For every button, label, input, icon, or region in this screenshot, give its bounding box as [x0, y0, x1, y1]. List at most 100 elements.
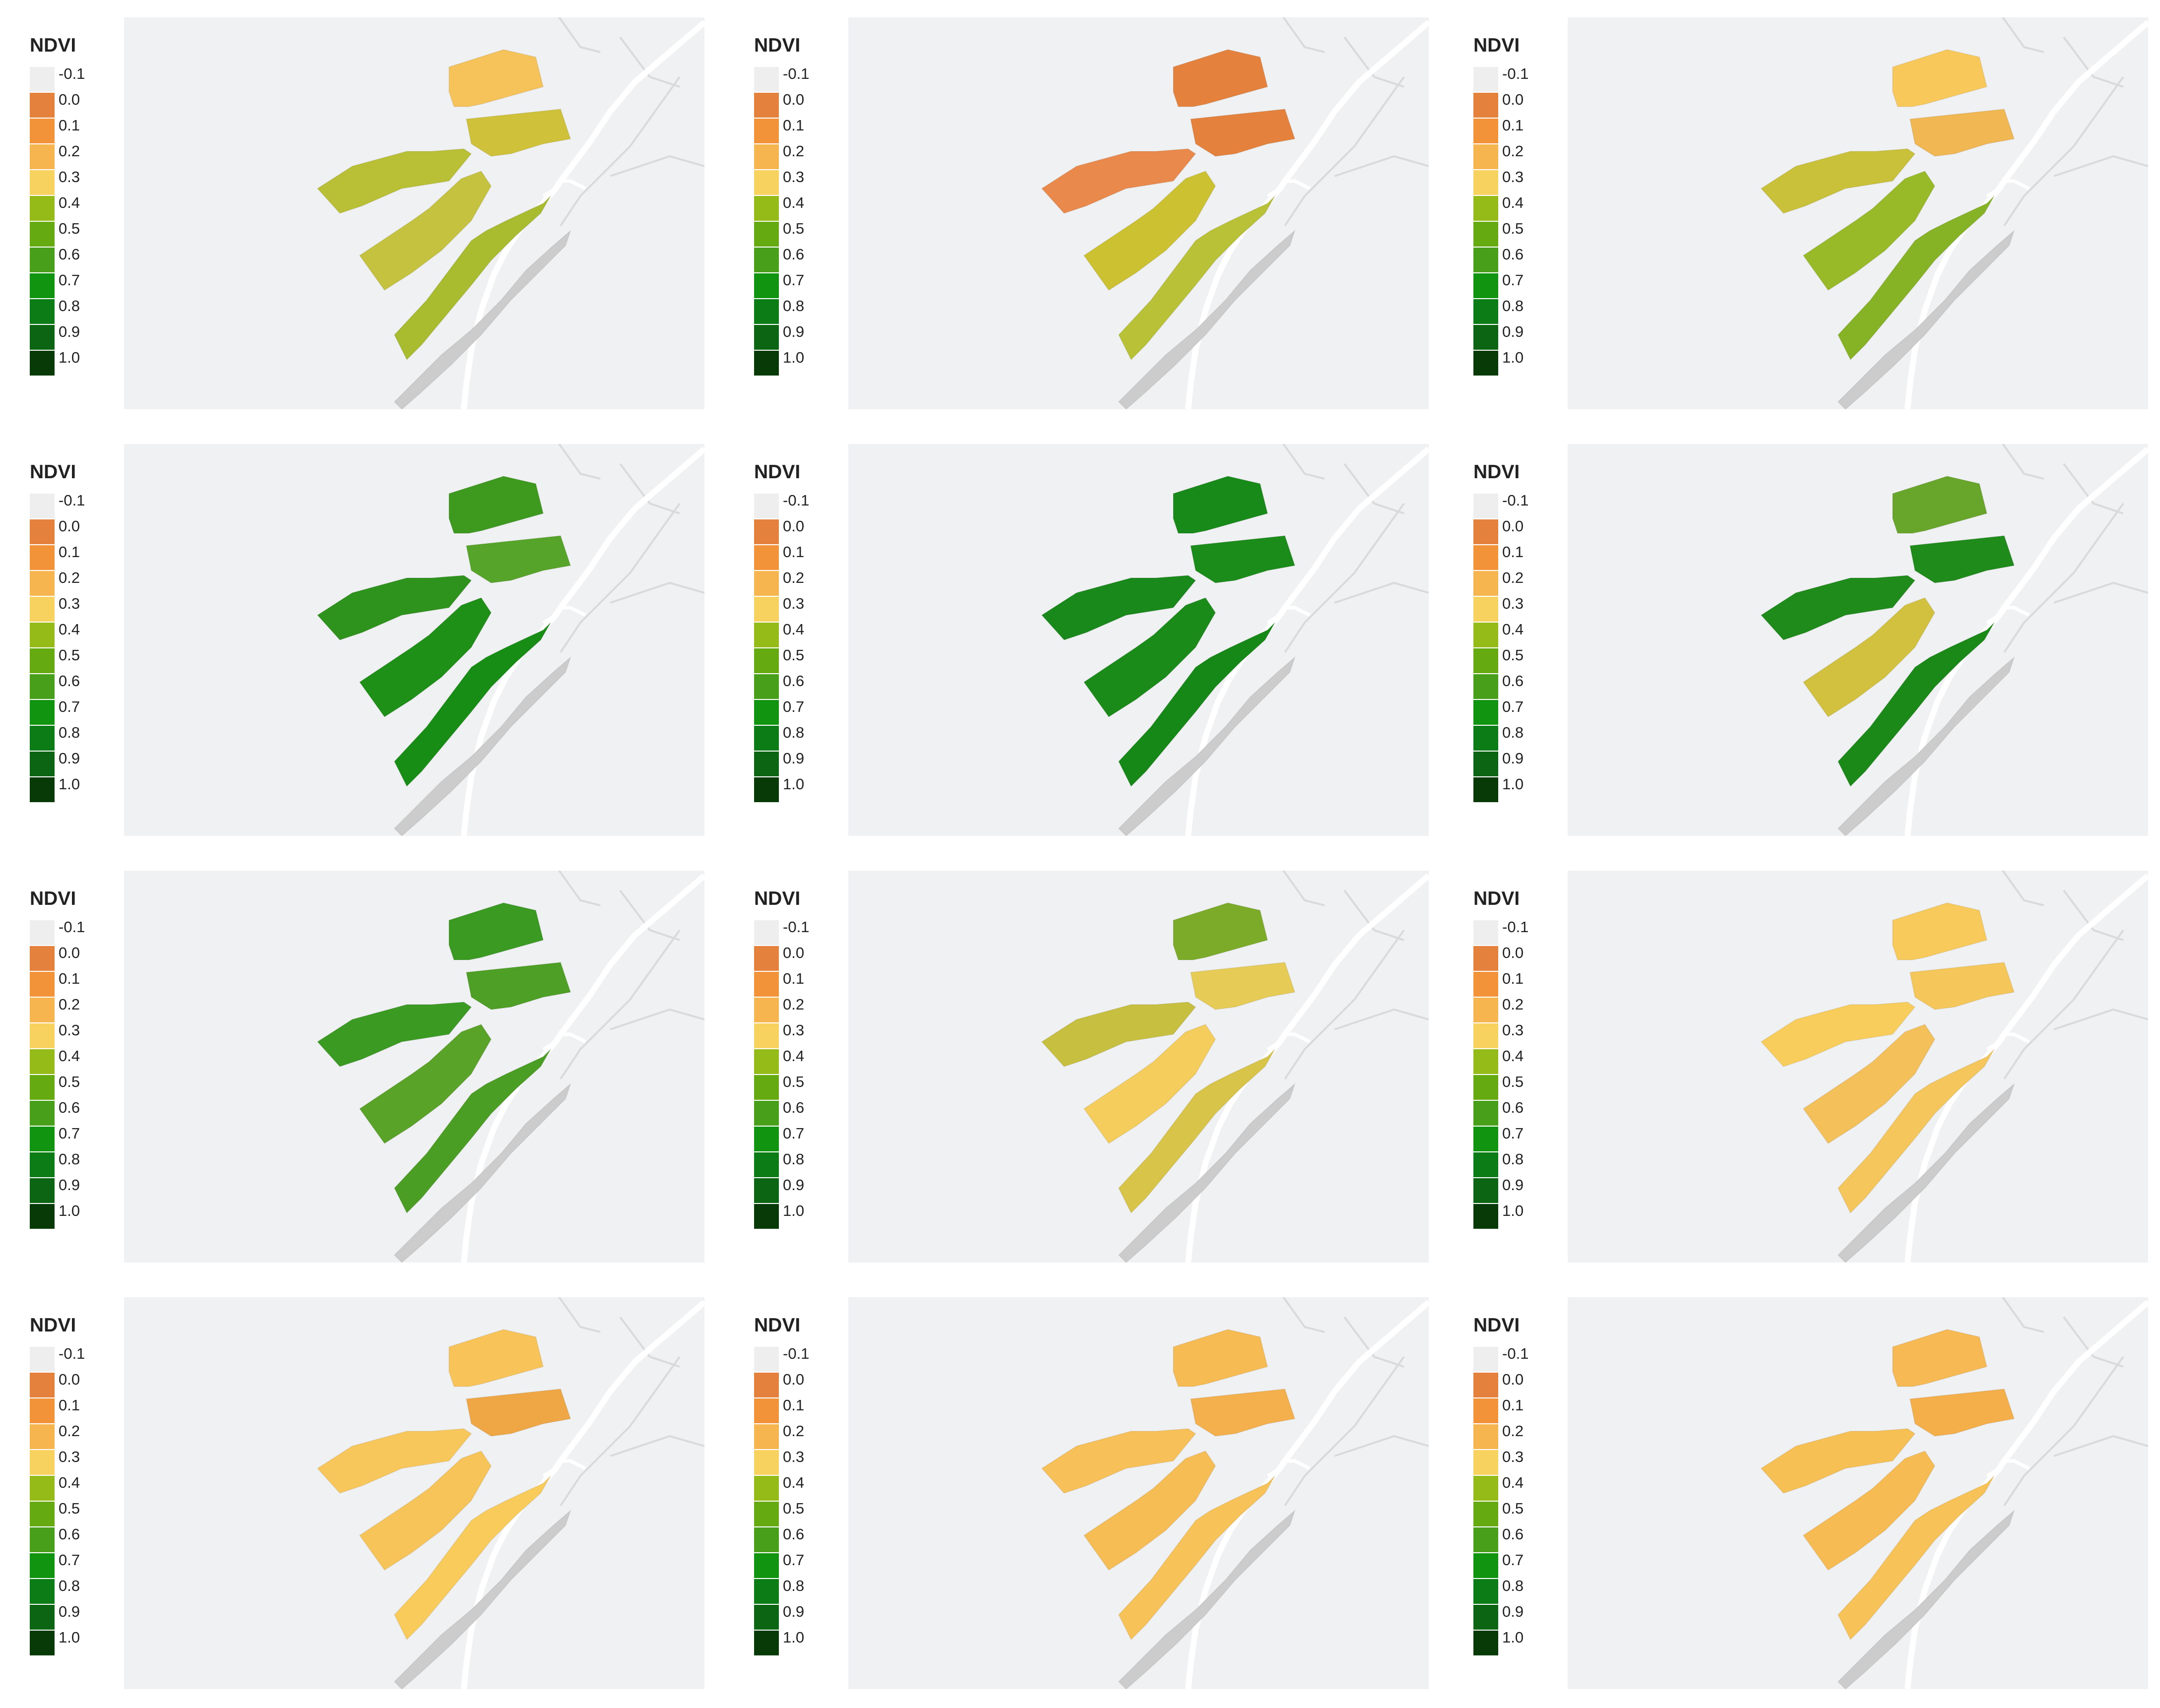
ndvi-legend: NDVI -0.1 0.0 0.1 0.2 0.3 0.4 0.5 0.6 0.7 0.8 0.9 1…: [724, 1290, 848, 1697]
legend-item: 0.6: [1473, 1526, 1524, 1552]
legend-title: NDVI: [30, 461, 76, 483]
minor-road: [1282, 871, 1325, 906]
legend-label: 0.9: [59, 749, 80, 767]
field-3: [1041, 148, 1197, 214]
legend-label: 0.3: [59, 168, 80, 186]
legend-label: 0.5: [1502, 219, 1524, 237]
legend-item: 0.6: [1473, 672, 1524, 699]
legend-swatch: [754, 222, 779, 247]
legend-item: 0.3: [1473, 1022, 1524, 1048]
map-view[interactable]: [124, 17, 704, 409]
legend-item: 0.7: [1473, 697, 1524, 725]
legend-swatch: [754, 972, 779, 997]
legend-item: 0.7: [1473, 1551, 1524, 1578]
legend-item: 0.3: [30, 596, 80, 622]
legend-item: 0.0: [30, 518, 80, 544]
legend-item: 0.1: [754, 544, 804, 570]
legend-swatch: [1473, 144, 1498, 169]
road-branch: [561, 179, 586, 190]
field-6: [1837, 229, 2016, 409]
legend-item: 0.8: [1473, 1150, 1524, 1177]
ndvi-legend: NDVI -0.1 0.0 0.1 0.2 0.3 0.4 0.5 0.6 0.7 0.8 0.9 1…: [0, 10, 124, 417]
legend-swatch: [30, 623, 55, 647]
legend-item: 0.3: [30, 1449, 80, 1475]
legend-swatch: [754, 299, 779, 324]
legend-item: 1.0: [30, 350, 80, 376]
legend-item: 0.4: [30, 1475, 80, 1501]
legend-swatch: [1473, 972, 1498, 997]
legend-swatch: [30, 351, 55, 376]
legend-item: 0.9: [754, 1177, 804, 1203]
legend-swatch: [1473, 1178, 1498, 1203]
legend-swatch: [754, 248, 779, 272]
legend-item: 1.0: [1473, 350, 1524, 376]
field-2: [1190, 961, 1296, 1011]
minor-road: [619, 1316, 680, 1368]
legend-swatch: [1473, 623, 1498, 647]
legend-swatch: [1473, 1450, 1498, 1475]
legend-swatch: [754, 1450, 779, 1475]
legend-label: 0.7: [1502, 1551, 1524, 1569]
map-view[interactable]: [848, 871, 1429, 1263]
legend-label: 0.7: [1502, 697, 1524, 715]
field-4: [1802, 1023, 1936, 1144]
legend-item: 0.7: [1473, 272, 1524, 298]
legend-swatch: [30, 248, 55, 272]
legend-swatch: [30, 494, 55, 518]
legend-swatch: [1473, 1023, 1498, 1048]
ndvi-legend: NDVI -0.1 0.0 0.1 0.2 0.3 0.4 0.5 0.6 0.7 0.8 0.9 1…: [724, 863, 848, 1270]
legend-label: 0.5: [783, 1073, 805, 1090]
minor-road: [1334, 1008, 1429, 1030]
field-6: [393, 229, 572, 409]
minor-road: [2063, 889, 2124, 941]
map-view[interactable]: [848, 17, 1429, 409]
map-view[interactable]: [848, 1297, 1429, 1689]
map-view[interactable]: [124, 444, 704, 836]
minor-road: [619, 463, 680, 514]
legend-item: 0.7: [754, 1552, 804, 1578]
legend-swatch: [1473, 1152, 1498, 1177]
legend-label: 0.1: [783, 116, 805, 134]
legend-swatch: [30, 946, 55, 971]
legend-swatch: [754, 170, 779, 195]
legend-swatch: [1473, 325, 1498, 350]
legend-label: 0.4: [1502, 1047, 1524, 1065]
field-6: [1837, 1509, 2016, 1689]
legend-swatch: [30, 648, 55, 673]
legend-swatch: [1473, 920, 1498, 945]
legend-item: 0.4: [1473, 622, 1524, 647]
minor-road: [619, 889, 680, 941]
map-view[interactable]: [1568, 17, 2148, 409]
legend-swatch: [754, 1527, 779, 1552]
legend-swatch: [1473, 1373, 1498, 1397]
legend-title: NDVI: [754, 461, 801, 483]
field-1: [1173, 49, 1269, 107]
map-view[interactable]: [124, 1297, 704, 1689]
legend-label: 0.1: [783, 969, 805, 987]
legend-label: 0.1: [59, 116, 80, 134]
legend-item: 0.6: [30, 247, 80, 272]
road-branch: [1986, 1040, 2000, 1051]
legend-item: 0.0: [754, 1372, 804, 1397]
map-view[interactable]: [1568, 1297, 2148, 1689]
legend-label: 0.6: [1502, 672, 1524, 690]
field-2: [465, 108, 572, 157]
map-view[interactable]: [1568, 444, 2148, 836]
legend-label: -0.1: [59, 64, 85, 82]
legend-item: 0.4: [1473, 195, 1524, 221]
legend-swatch: [754, 1101, 779, 1126]
field-4: [359, 1023, 492, 1144]
legend-swatch: [30, 1075, 55, 1100]
legend-swatch: [30, 1398, 55, 1423]
legend-label: 0.8: [1502, 1150, 1524, 1168]
legend-item: 0.6: [754, 247, 804, 272]
map-view[interactable]: [124, 871, 704, 1263]
minor-road: [1343, 1316, 1404, 1368]
minor-road: [2001, 17, 2044, 53]
field-map: [317, 871, 704, 1263]
legend-label: -0.1: [783, 1344, 810, 1362]
field-3: [1041, 1428, 1197, 1494]
map-view[interactable]: [848, 444, 1429, 836]
map-view[interactable]: [1568, 871, 2148, 1263]
legend-label: 1.0: [783, 1628, 805, 1646]
